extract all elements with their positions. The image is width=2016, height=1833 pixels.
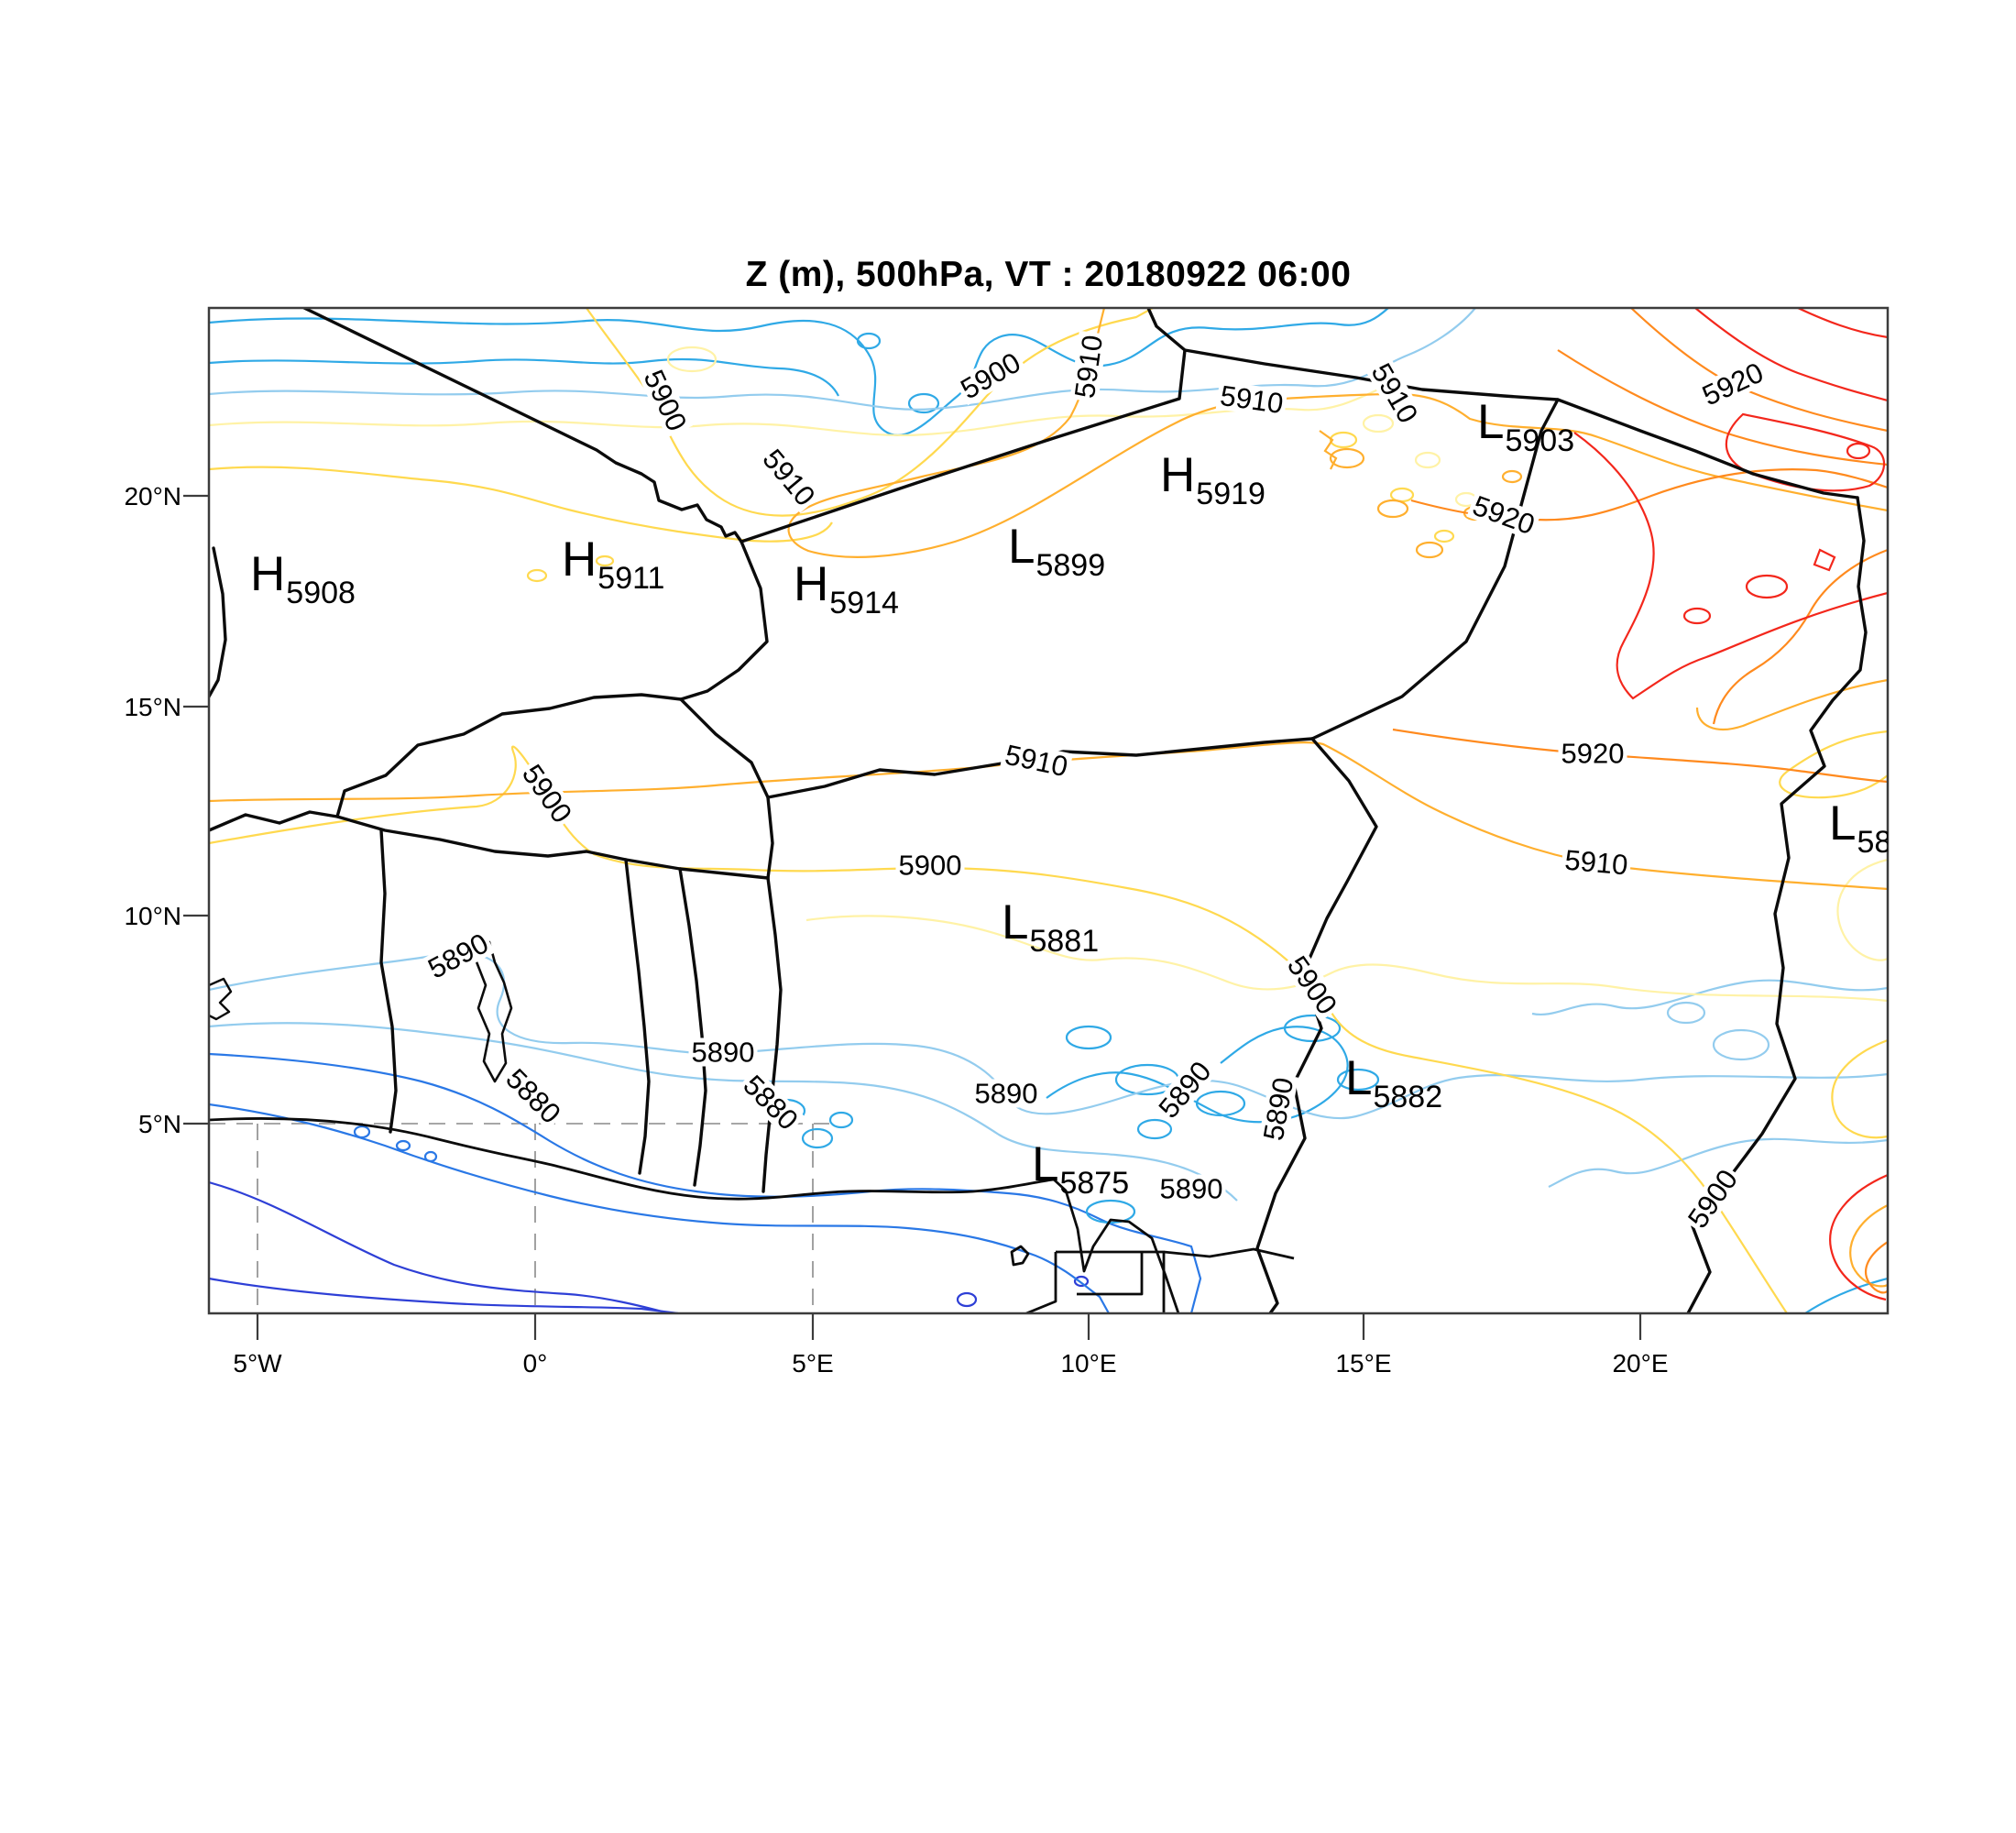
center-letter: H	[562, 532, 597, 587]
contour-label-5900: 5900	[895, 851, 965, 880]
contour-label-5900: 5900	[515, 757, 579, 830]
y-tick-label: 10°N	[124, 902, 181, 930]
high-center-5908: H5908	[250, 547, 356, 609]
contour-label-5900: 5900	[637, 363, 694, 438]
center-value: 5903	[1505, 423, 1575, 458]
coastline	[209, 1117, 1295, 1313]
axis-tick-marks	[183, 494, 1642, 1340]
x-tick-label: 20°E	[1612, 1349, 1669, 1377]
center-letter: L	[1477, 395, 1505, 449]
contour-label-5880: 5880	[499, 1061, 568, 1131]
center-letter: H	[1160, 448, 1196, 502]
contour-label-5910: 5910	[1000, 739, 1073, 783]
page-title: Z (m), 500hPa, VT : 20180922 06:00	[745, 255, 1352, 294]
contours-5925-red	[1573, 308, 1888, 1301]
contour-label-5890: 5890	[421, 927, 496, 985]
contour-label-5880: 5880	[736, 1068, 805, 1137]
center-letter: L	[1829, 796, 1857, 851]
center-value: 5908	[286, 576, 356, 610]
low-center-5881: L5881	[1002, 895, 1099, 957]
contour-label-5910: 5910	[1561, 844, 1632, 881]
contours-5870-blue-dark	[209, 1180, 1090, 1313]
center-letter: H	[794, 557, 829, 611]
x-tick-label: 5°E	[792, 1349, 834, 1377]
contour-label-5890: 5890	[1156, 1174, 1226, 1203]
center-letter: L	[1032, 1137, 1059, 1191]
center-value: 5899	[1035, 548, 1106, 583]
center-letter: H	[250, 547, 286, 601]
center-letter: L	[1008, 520, 1035, 574]
contour-label-5900: 5900	[1681, 1162, 1745, 1235]
center-letter: L	[1345, 1051, 1373, 1105]
contour-label-5920: 5920	[1466, 489, 1541, 541]
center-value: 5914	[829, 586, 899, 620]
center-letter: L	[1002, 895, 1029, 949]
contour-label-5920: 5920	[1695, 356, 1770, 412]
contour-label-5890: 5890	[688, 1037, 758, 1067]
contour-label-5910: 5910	[1364, 356, 1425, 431]
contour-label-5910: 5910	[1215, 379, 1288, 420]
contours-5880-blue	[209, 1052, 1202, 1313]
map-frame	[207, 306, 1890, 1315]
contour-label-5900: 5900	[1280, 949, 1344, 1022]
x-tick-label: 15°E	[1335, 1349, 1392, 1377]
center-value: 58	[1857, 825, 1888, 860]
high-center-5919: H5919	[1160, 448, 1265, 510]
contour-label-5890: 5890	[971, 1079, 1041, 1108]
contour-label-5910: 5910	[1068, 330, 1109, 403]
low-center-5875: L5875	[1032, 1137, 1129, 1199]
center-value: 5919	[1196, 477, 1265, 511]
center-value: 5882	[1373, 1080, 1443, 1114]
low-center-5882: L5882	[1345, 1051, 1442, 1113]
contour-label-5890: 5890	[1152, 1054, 1218, 1125]
center-value: 5875	[1059, 1166, 1130, 1201]
y-tick-label: 20°N	[124, 482, 181, 510]
plot-label-layer: 5900 5900 5910 5910 5910 5910 5920 5920 5910 5920…	[209, 308, 1888, 1313]
contour-label-5920: 5920	[1558, 739, 1627, 768]
contour-label-5910: 5910	[756, 442, 822, 513]
low-center-5903: L5903	[1477, 395, 1574, 456]
high-center-5911: H5911	[562, 532, 664, 594]
low-center-5899: L5899	[1008, 520, 1105, 581]
x-tick-label: 5°W	[233, 1349, 282, 1377]
center-value: 5911	[597, 561, 665, 596]
contour-label-5900: 5900	[953, 346, 1028, 406]
x-tick-label: 0°	[522, 1349, 548, 1377]
y-tick-label: 15°N	[124, 693, 181, 721]
x-tick-label: 10°E	[1060, 1349, 1117, 1377]
low-center-58: L58	[1829, 796, 1888, 858]
y-tick-label: 5°N	[138, 1110, 181, 1138]
center-value: 5881	[1029, 924, 1100, 959]
high-center-5914: H5914	[794, 557, 899, 619]
contour-label-5890: 5890	[1257, 1072, 1299, 1146]
country-borders	[209, 308, 1868, 1313]
